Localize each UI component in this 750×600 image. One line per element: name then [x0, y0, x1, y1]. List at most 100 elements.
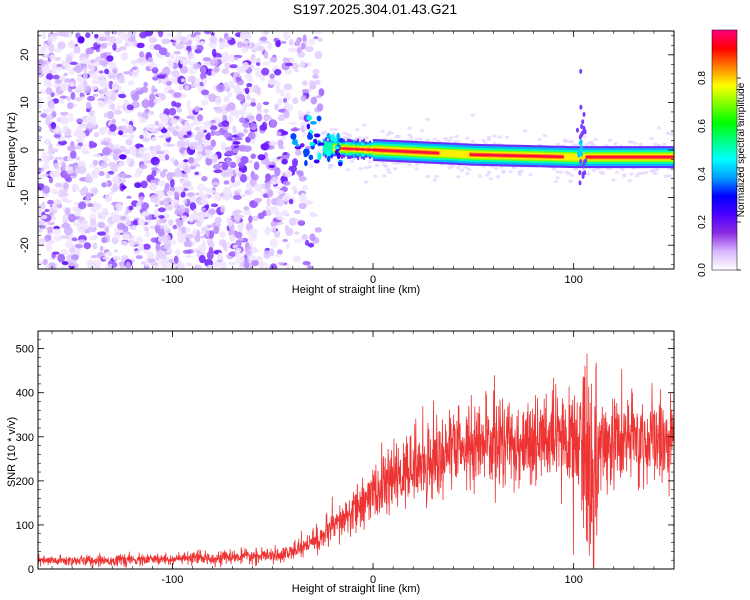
heatmap-cell — [161, 234, 171, 243]
heatmap-cell — [39, 224, 46, 229]
heatmap-cell — [177, 31, 182, 37]
heatmap-cell — [233, 85, 242, 94]
heatmap-cell — [97, 99, 104, 108]
heatmap-cell — [309, 233, 316, 241]
y-tick-label: 0 — [19, 147, 31, 153]
heatmap-cell — [87, 203, 94, 208]
heatmap-cell — [290, 128, 299, 132]
heatmap-cell — [196, 153, 203, 161]
heatmap-cell — [248, 234, 257, 242]
heatmap-cell — [277, 190, 285, 195]
heatmap-cell — [611, 178, 616, 182]
heatmap-cell — [241, 40, 251, 45]
heatmap-cell — [38, 238, 46, 246]
heatmap-cell — [270, 226, 277, 233]
heatmap-cell — [192, 83, 201, 87]
heatmap-cell — [157, 189, 165, 198]
heatmap-cell — [45, 117, 50, 126]
heatmap-cell — [261, 121, 267, 131]
heatmap-cell — [218, 239, 227, 247]
heatmap-cell — [195, 44, 204, 52]
y-tick-label: 300 — [16, 432, 34, 444]
heatmap-cell — [123, 71, 130, 75]
heatmap-cell — [175, 248, 181, 258]
heatmap-cell — [578, 180, 582, 186]
heatmap-cell — [150, 149, 157, 157]
heatmap-cell — [205, 230, 210, 238]
heatmap-cell — [149, 110, 155, 115]
heatmap-cell — [240, 156, 249, 164]
heatmap-cell — [53, 199, 62, 205]
heatmap-cell — [98, 171, 105, 176]
y-tick-label: 20 — [19, 49, 31, 61]
heatmap-cell — [213, 169, 223, 174]
heatmap-cell — [300, 94, 307, 102]
y-tick-label: -20 — [19, 237, 31, 253]
heatmap-cell — [253, 161, 260, 171]
heatmap-cell — [266, 189, 274, 198]
heatmap-cell — [88, 235, 97, 241]
heatmap-cell — [243, 206, 250, 211]
heatmap-cell — [276, 216, 286, 221]
heatmap-cell — [170, 157, 175, 163]
heatmap-cell — [142, 243, 151, 250]
heatmap-cell — [336, 152, 341, 160]
heatmap-cell — [98, 78, 108, 87]
heatmap-cell — [223, 96, 230, 103]
heatmap-cell — [93, 61, 101, 67]
heatmap-cell — [172, 62, 179, 70]
heatmap-cell — [318, 88, 325, 97]
heatmap-cell — [316, 103, 324, 112]
heatmap-cell — [569, 139, 575, 144]
heatmap-cell — [286, 103, 294, 112]
heatmap-cell — [291, 62, 299, 70]
snr-y-label: SNR (10 * v/v) — [6, 417, 18, 487]
heatmap-cell — [176, 107, 182, 113]
heatmap-cell — [210, 203, 219, 208]
heatmap-cell — [239, 174, 248, 183]
heatmap-cell — [67, 259, 77, 267]
heatmap-cell — [306, 123, 311, 130]
heatmap-cell — [309, 121, 317, 125]
heatmap-cell — [77, 142, 83, 147]
heatmap-cell — [279, 89, 285, 97]
heatmap-cell — [274, 253, 282, 258]
heatmap-cell — [208, 240, 215, 249]
heatmap-cell — [166, 248, 172, 254]
heatmap-cell — [382, 174, 387, 178]
heatmap-cell — [663, 174, 669, 178]
heatmap-cell — [90, 74, 99, 79]
heatmap-cell — [157, 207, 166, 213]
heatmap-cell — [107, 73, 117, 79]
heatmap-cell — [288, 165, 298, 173]
heatmap-cell — [62, 214, 69, 221]
heatmap-cell — [104, 42, 114, 46]
heatmap-cell — [44, 69, 51, 74]
heatmap-cell — [300, 42, 306, 50]
heatmap-cell — [504, 135, 510, 139]
heatmap-cell — [114, 249, 119, 253]
heatmap-cell — [414, 162, 419, 166]
heatmap-cell — [38, 220, 44, 226]
heatmap-cell — [290, 133, 297, 140]
heatmap-cell — [186, 115, 195, 119]
heatmap-cell — [180, 179, 185, 184]
heatmap-cell — [591, 168, 596, 172]
heatmap-cell — [665, 131, 670, 135]
heatmap-cell — [173, 50, 181, 55]
heatmap-cell — [277, 98, 282, 106]
heatmap-cell — [257, 259, 264, 269]
heatmap-cell — [200, 235, 206, 239]
heatmap-cell — [579, 104, 583, 110]
heatmap-cell — [57, 253, 66, 263]
colorbar-tick-label: 0.2 — [697, 215, 708, 229]
heatmap-cell — [223, 131, 231, 138]
heatmap-cell — [266, 197, 271, 207]
heatmap-cell — [420, 129, 425, 133]
heatmap-cell — [42, 258, 48, 266]
heatmap-cell — [235, 76, 241, 82]
heatmap-cell — [297, 220, 306, 226]
heatmap-cell — [389, 131, 394, 135]
heatmap-cell — [310, 96, 318, 105]
heatmap-cell — [282, 98, 288, 103]
